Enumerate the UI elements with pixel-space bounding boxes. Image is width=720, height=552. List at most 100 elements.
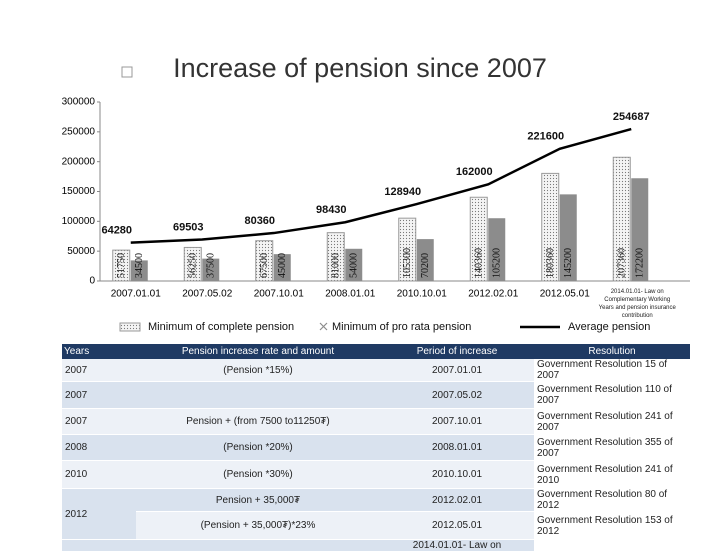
bar — [631, 178, 649, 281]
cell: Government Resolution 153 of 2012 — [534, 511, 690, 540]
x-tick-label: 2008.01.01 — [325, 289, 375, 300]
bar-value-label: 140360 — [474, 248, 485, 278]
slide: {"chart_data": {"type": "bar", "title": … — [61, 53, 690, 552]
legend-label: Average pension — [568, 321, 650, 333]
average-line — [130, 127, 632, 244]
bar-value-label: 37500 — [206, 253, 217, 278]
x-tick-label: 2010.10.01 — [397, 289, 447, 300]
bar — [273, 254, 291, 281]
bar-value-label: 172200 — [635, 248, 646, 278]
bar — [398, 217, 417, 282]
y-tick-label: 0 — [89, 276, 95, 287]
cell — [534, 539, 690, 552]
header-cell: Pension increase rate and amount — [136, 344, 380, 359]
legend-label: Minimum of complete pension — [148, 321, 294, 333]
bar — [183, 246, 202, 282]
bar — [326, 232, 345, 282]
cell: (Pension *30%) — [136, 460, 380, 489]
line-value-label: 69503 — [173, 221, 204, 233]
cell: 2007 — [62, 359, 136, 382]
bar — [202, 258, 220, 281]
cell: 2007.05.02 — [380, 381, 534, 409]
line-value-label: 162000 — [456, 166, 493, 178]
bar-value-label: 51750 — [116, 253, 127, 278]
bar-value-label: 180360 — [545, 248, 556, 278]
legend-swatch — [119, 322, 141, 332]
bar-value-label: 34500 — [134, 253, 145, 278]
cell: 2014.01.01- Law on — [380, 539, 534, 552]
bar-value-label: 56250 — [188, 253, 199, 278]
bar — [255, 240, 274, 282]
cell: 2012.05.01 — [380, 511, 534, 540]
cell: 2008.01.01 — [380, 434, 534, 461]
x-tick-label: 2012.02.01 — [468, 289, 518, 300]
cell: 2007.10.01 — [380, 408, 534, 435]
bar-value-label: 81000 — [331, 253, 342, 278]
header-cell: Years — [62, 344, 136, 359]
bar — [488, 218, 506, 281]
cell: Government Resolution 241 of 2010 — [534, 460, 690, 489]
line-value-label: 64280 — [101, 225, 132, 237]
cell: 2012 — [62, 488, 136, 540]
cell: Government Resolution 110 of 2007 — [534, 381, 690, 409]
bar — [130, 260, 148, 281]
bar — [345, 248, 363, 281]
line-value-label: 254687 — [613, 111, 650, 123]
header-cell: Period of increase — [380, 344, 534, 359]
cell: Pension + (from 7500 to11250₮) — [136, 408, 380, 435]
y-tick-label: 200000 — [62, 156, 96, 167]
y-tick-label: 100000 — [62, 216, 96, 227]
bar — [541, 172, 560, 282]
line-value-label: 128940 — [384, 186, 421, 198]
bar — [469, 196, 488, 282]
cell — [62, 539, 136, 552]
cell: Government Resolution 241 of 2007 — [534, 408, 690, 435]
cell: Government Resolution 80 of 2012 — [534, 488, 690, 512]
legend-label: Minimum of pro rata pension — [332, 321, 471, 333]
cell: 2007 — [62, 408, 136, 435]
x-tick-label: 2014.01.01- Law on Complementary Working… — [598, 289, 676, 319]
x-tick-label-box: 2014.01.01- Law on Complementary Working… — [598, 289, 676, 319]
y-tick-label: 150000 — [62, 186, 96, 197]
cell: 2008 — [62, 434, 136, 461]
bar — [559, 194, 577, 281]
cell: 2007.01.01 — [380, 359, 534, 382]
cell: Pension + 35,000₮ — [136, 488, 380, 512]
bar — [416, 239, 434, 281]
bar-value-label: 145200 — [563, 248, 574, 278]
x-tick-label: 2012.05.01 — [540, 289, 590, 300]
pension-table: Years Pension increase rate and amount P… — [62, 344, 690, 552]
bar-value-label: 207360 — [617, 248, 628, 278]
cell: 2010 — [62, 460, 136, 489]
y-tick-label: 250000 — [62, 126, 96, 137]
line-value-label: 221600 — [527, 131, 564, 143]
bar-value-label: 45000 — [277, 253, 288, 278]
header-cell: Resolution — [534, 344, 690, 359]
bar-value-label: 105200 — [492, 248, 503, 278]
cell — [136, 381, 380, 409]
x-tick-label: 2007.05.02 — [182, 289, 232, 300]
legend-swatch — [319, 322, 328, 331]
line-value-label: 98430 — [316, 204, 347, 216]
cell: 2007 — [62, 381, 136, 409]
x-tick-label: 2007.01.01 — [111, 289, 161, 300]
y-tick-label: 300000 — [62, 97, 96, 108]
cell: (Pension *20%) — [136, 434, 380, 461]
title-bullet — [121, 66, 133, 78]
line-value-label: 80360 — [244, 215, 275, 227]
bar-value-label: 105300 — [402, 248, 413, 278]
cell: Government Resolution 355 of 2007 — [534, 434, 690, 461]
chart-title: Increase of pension since 2007 — [173, 53, 547, 83]
cell: 2010.10.01 — [380, 460, 534, 489]
bar — [612, 156, 631, 282]
x-tick-label: 2007.10.01 — [254, 289, 304, 300]
cell: (Pension + 35,000₮)*23% — [136, 511, 380, 540]
bar — [112, 249, 131, 282]
bar-value-label: 70200 — [420, 253, 431, 278]
cell: Government Resolution 15 of 2007 — [534, 359, 690, 382]
y-tick-label: 50000 — [67, 246, 95, 257]
bar-value-label: 54000 — [349, 253, 360, 278]
cell — [136, 539, 380, 552]
bar-value-label: 67500 — [259, 253, 270, 278]
cell: (Pension *15%) — [136, 359, 380, 382]
